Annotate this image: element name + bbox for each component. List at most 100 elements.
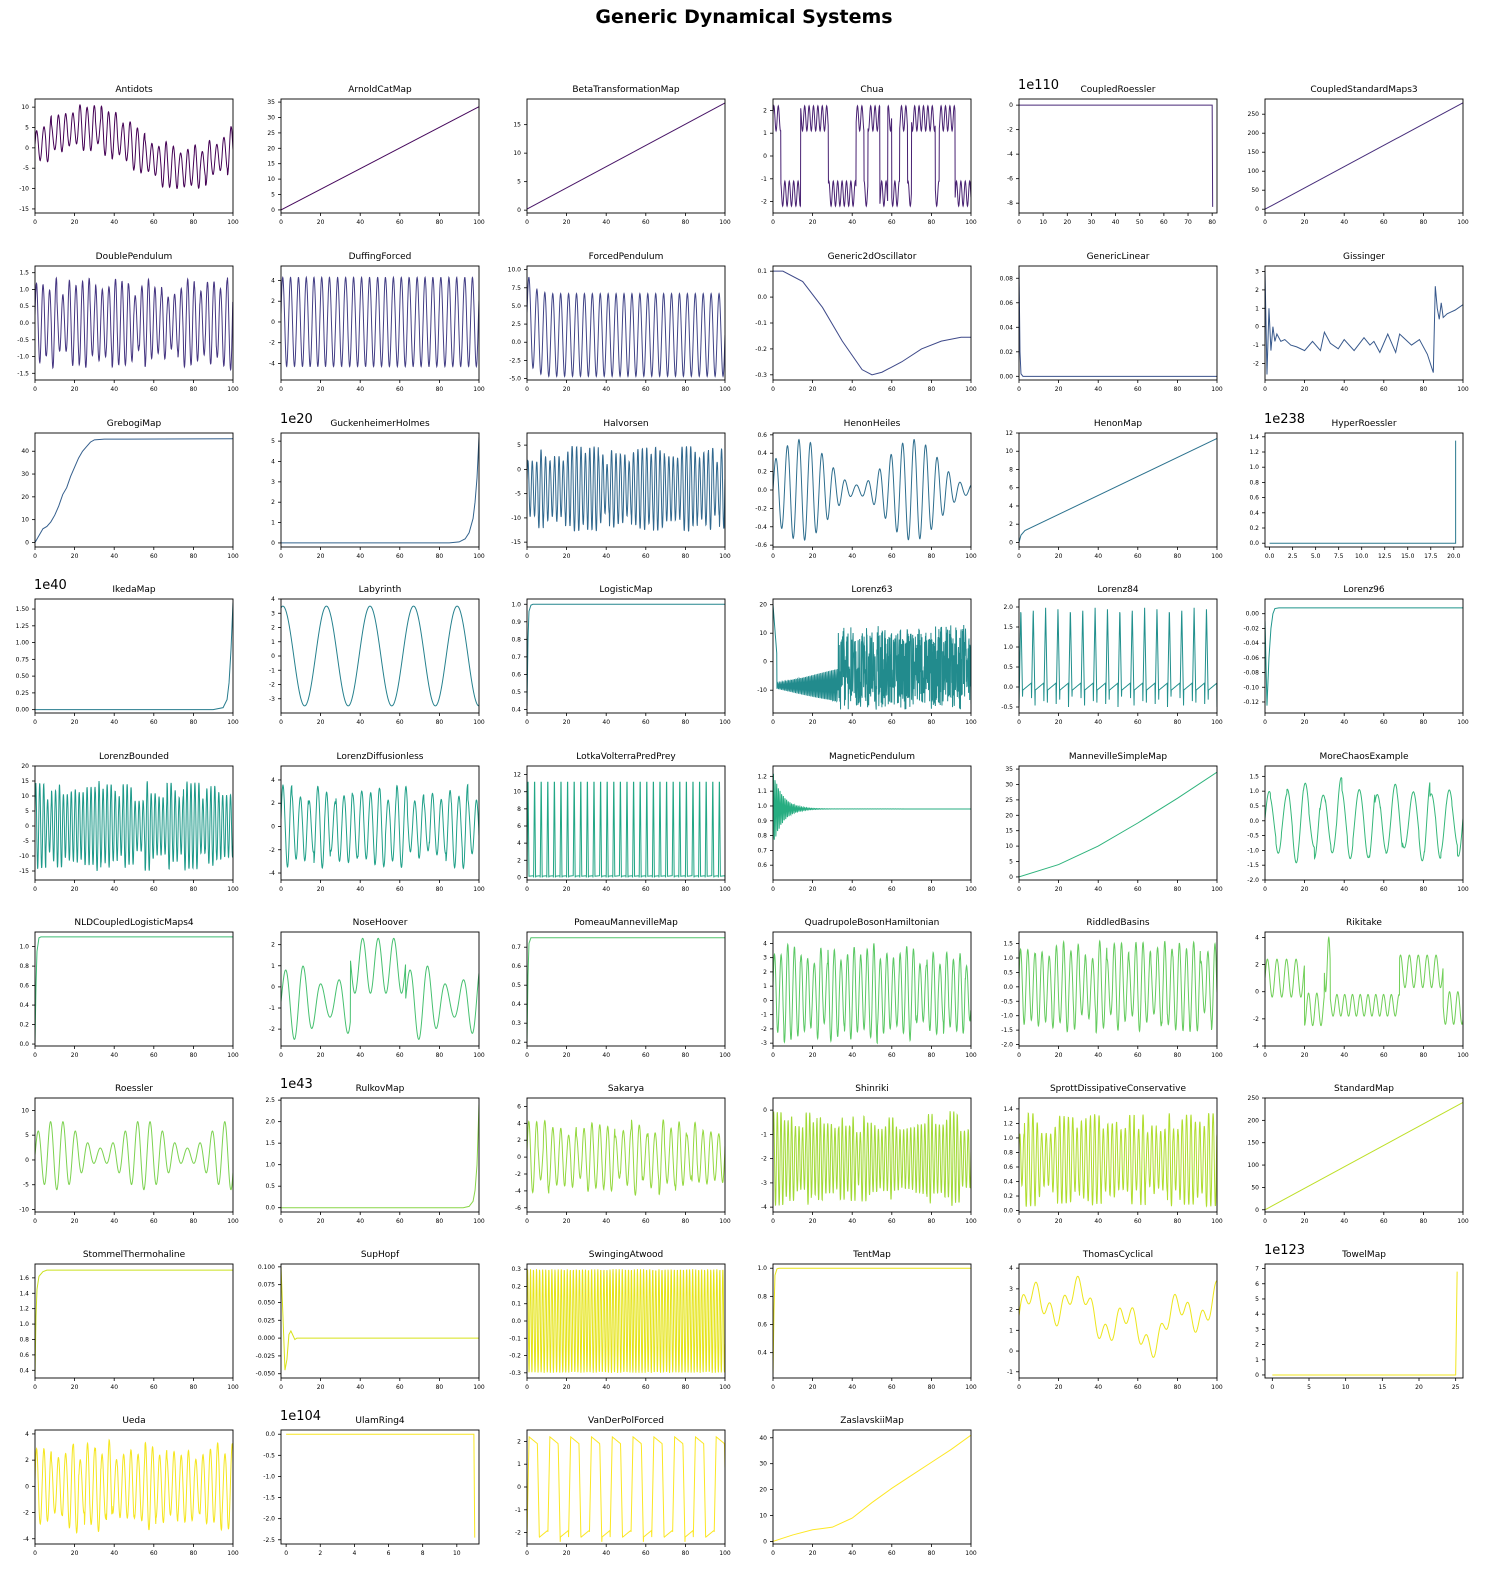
x-tick-label: 60	[396, 1384, 404, 1391]
x-tick-label: 100	[719, 1550, 731, 1557]
y-tick-label: 30	[21, 471, 29, 478]
series-line	[281, 106, 479, 211]
x-tick-label: 60	[1134, 1052, 1142, 1059]
x-tick-label: 40	[848, 1052, 856, 1059]
x-tick-label: 100	[1457, 1218, 1469, 1225]
series-line	[1019, 269, 1217, 377]
y-tick-label: 0.0	[757, 294, 767, 301]
x-tick-label: 60	[396, 553, 404, 560]
y-tick-label: 1.1	[757, 788, 767, 795]
y-tick-label: 0.3	[511, 1266, 521, 1273]
x-tick-label: 30	[1088, 219, 1096, 226]
x-tick-label: 100	[1211, 886, 1223, 893]
y-tick-label: 1.0	[1003, 955, 1013, 962]
x-tick-label: 20	[1301, 1052, 1309, 1059]
subplot-StandardMap: StandardMap 0 20 40 60 80 100 0 50 100 150 200 250	[1230, 1083, 1470, 1243]
series-line	[527, 1119, 725, 1196]
subplot-HenonHeiles: HenonHeiles 0 20 40 60 80 100 -0.6 -0.4 -0.2 0.0 0.…	[738, 418, 978, 578]
plot-frame	[34, 1097, 234, 1213]
x-tick-label: 0	[525, 1052, 529, 1059]
series-line	[1265, 271, 1463, 375]
subplot-Shinriki: Shinriki 0 20 40 60 80 100 -4 -3 -2 -1 0	[738, 1083, 978, 1243]
y-tick-label: 2	[25, 1457, 29, 1464]
x-tick-label: 60	[396, 219, 404, 226]
subplot-canvas: 0 20 40 60 80 100 0 50 100 150 200 250	[1248, 1095, 1469, 1225]
y-tick-label: -8	[1007, 200, 1013, 207]
x-tick-label: 40	[110, 219, 118, 226]
y-tick-label: 40	[759, 1435, 767, 1442]
x-tick-label: 60	[1380, 886, 1388, 893]
y-tick-label: 0.4	[511, 1001, 521, 1008]
y-tick-label: 0.4	[757, 450, 767, 457]
y-tick-label: 0	[1009, 539, 1013, 546]
subplot-title: DoublePendulum	[95, 252, 173, 262]
x-tick-label: 20	[71, 1550, 79, 1557]
x-tick-label: 80	[928, 886, 936, 893]
x-tick-label: 80	[436, 886, 444, 893]
y-tick-label: 0	[25, 823, 29, 830]
y-tick-label: 20	[1005, 812, 1013, 819]
y-tick-label: 0.6	[757, 432, 767, 439]
y-tick-label: 0.2	[19, 1022, 29, 1029]
subplot-canvas: 0 20 40 60 80 100 -4 -2 0 2 4	[23, 1429, 239, 1557]
x-tick-label: 80	[190, 386, 198, 393]
y-tick-label: 0	[517, 1484, 521, 1491]
subplot-canvas: 0 20 40 60 80 100 0.2 0.3 0.4 0.5 0.6 0.7	[511, 931, 731, 1059]
plot-frame	[34, 1263, 234, 1379]
x-tick-label: 20	[1055, 886, 1063, 893]
subplot-title: HyperRoessler	[1331, 419, 1397, 429]
subplot-title: RiddledBasins	[1086, 918, 1150, 928]
y-tick-label: 0.1	[511, 1301, 521, 1308]
y-tick-label: 5	[25, 808, 29, 815]
x-tick-label: 60	[642, 1218, 650, 1225]
x-tick-label: 20	[809, 886, 817, 893]
x-tick-label: 0	[1017, 386, 1021, 393]
x-tick-label: 40	[602, 1218, 610, 1225]
x-tick-label: 20	[71, 1052, 79, 1059]
subplot-canvas: 0 20 40 60 80 100 0.0 0.2 0.4 0.6 0.8 1.0	[19, 931, 239, 1059]
subplot-title: RulkovMap	[355, 1084, 405, 1094]
x-tick-label: 20	[317, 553, 325, 560]
x-tick-label: 40	[110, 553, 118, 560]
y-tick-label: -10	[511, 515, 521, 522]
subplot-canvas: 0 20 40 60 80 100 0 10 20 30 40	[759, 1429, 977, 1557]
y-tick-label: 50	[1251, 1184, 1259, 1191]
subplot-title: LorenzDiffusionless	[336, 752, 424, 762]
y-tick-label: 1.5	[1249, 773, 1259, 780]
y-tick-label: 1.5	[1003, 624, 1013, 631]
axis-exponent: 1e110	[1018, 78, 1060, 93]
x-tick-label: 100	[227, 1218, 239, 1225]
subplot-canvas: 0 20 40 60 80 100 0.4 0.5 0.6 0.7 0.8 0.9 1.0	[511, 598, 731, 726]
y-tick-label: -15	[19, 868, 29, 875]
y-tick-label: 0.7	[511, 944, 521, 951]
plot-frame	[1264, 598, 1464, 714]
x-tick-label: 20	[1055, 719, 1063, 726]
y-tick-label: 0.5	[511, 689, 521, 696]
subplot-title: Lorenz63	[851, 585, 893, 595]
x-tick-label: 0	[525, 886, 529, 893]
axis-exponent: 1e40	[34, 578, 67, 593]
y-tick-label: -1	[761, 1012, 767, 1019]
y-tick-label: 10	[1005, 448, 1013, 455]
y-tick-label: -0.6	[755, 542, 767, 549]
plot-frame	[280, 98, 480, 214]
x-tick-label: 20	[1301, 886, 1309, 893]
x-tick-label: 20	[809, 553, 817, 560]
x-tick-label: 60	[888, 1384, 896, 1391]
series-line	[35, 104, 233, 190]
x-tick-label: 40	[1094, 386, 1102, 393]
y-tick-label: 1.2	[1249, 449, 1259, 456]
plot-frame	[772, 1429, 972, 1545]
y-tick-label: 1.0	[1249, 464, 1259, 471]
series-line	[1265, 777, 1463, 864]
y-tick-label: 0.0	[265, 1205, 275, 1212]
y-tick-label: -1	[515, 1507, 521, 1514]
x-tick-label: 5	[1307, 1384, 1311, 1391]
subplot-LorenzDiffusionless: LorenzDiffusionless 0 20 40 60 80 100 -4 -2 0 2 4	[246, 751, 486, 911]
x-tick-label: 80	[190, 1384, 198, 1391]
series-line	[35, 780, 233, 872]
y-tick-label: 0	[763, 153, 767, 160]
y-tick-label: 1.0	[1003, 644, 1013, 651]
x-tick-label: 8	[421, 1550, 425, 1557]
subplot-DoublePendulum: DoublePendulum 0 20 40 60 80 100 -1.5 -1.0 -0.5 0.…	[0, 251, 240, 411]
